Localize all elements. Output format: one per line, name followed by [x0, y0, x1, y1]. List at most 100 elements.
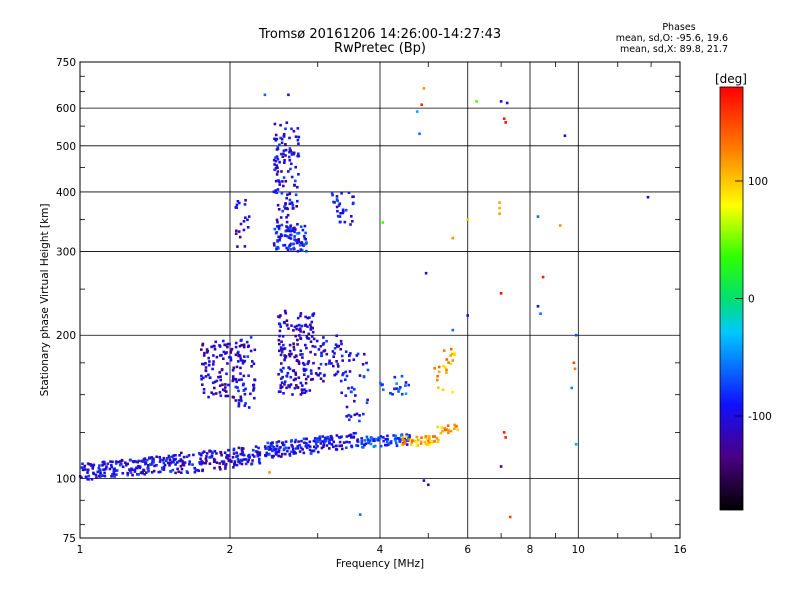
data-point — [303, 388, 306, 391]
data-point — [309, 328, 313, 331]
data-point — [276, 145, 280, 148]
data-point — [308, 440, 312, 444]
data-point — [298, 444, 301, 447]
data-point — [114, 469, 117, 473]
data-point — [400, 374, 404, 378]
data-point — [423, 440, 427, 444]
data-point — [403, 442, 407, 445]
data-point — [115, 473, 118, 476]
data-point — [350, 390, 353, 394]
data-point — [433, 367, 436, 370]
data-point — [207, 356, 210, 360]
data-point — [292, 151, 296, 155]
data-point — [240, 448, 244, 452]
data-point — [425, 437, 429, 441]
data-point — [320, 351, 323, 355]
data-point — [240, 458, 243, 462]
data-point — [466, 218, 469, 221]
data-point — [99, 471, 102, 475]
data-point — [208, 449, 211, 453]
data-point — [296, 358, 299, 362]
data-point — [237, 378, 241, 382]
data-point — [338, 215, 342, 218]
data-point — [339, 347, 342, 351]
data-point — [200, 374, 203, 378]
data-point — [395, 387, 398, 390]
data-point — [159, 458, 162, 462]
data-point — [336, 209, 339, 213]
data-point — [249, 392, 252, 396]
data-point — [296, 223, 299, 226]
data-point — [285, 225, 288, 228]
data-point — [147, 464, 150, 467]
data-point — [237, 446, 241, 450]
data-point — [336, 370, 340, 374]
data-point — [325, 339, 328, 343]
data-point — [443, 428, 447, 432]
data-point — [398, 439, 401, 443]
data-point — [284, 311, 288, 315]
data-point — [424, 435, 428, 438]
data-point — [284, 355, 288, 358]
data-point — [442, 349, 446, 352]
data-point — [162, 461, 166, 465]
data-point — [330, 192, 334, 195]
data-point — [218, 371, 221, 374]
data-point — [304, 437, 308, 441]
data-point — [212, 354, 215, 357]
y-tick-label: 400 — [56, 187, 76, 199]
data-point — [87, 462, 91, 466]
x-tick-label: 6 — [464, 544, 471, 556]
data-point — [499, 292, 503, 295]
data-point — [311, 313, 314, 317]
data-point — [263, 445, 267, 448]
data-point — [279, 314, 282, 317]
data-point — [284, 310, 287, 313]
data-point — [336, 214, 340, 218]
data-point — [301, 448, 304, 451]
data-point — [334, 448, 338, 451]
data-point — [334, 444, 338, 448]
data-point — [274, 133, 278, 137]
data-point — [420, 436, 423, 439]
data-point — [241, 359, 245, 363]
data-point — [280, 362, 283, 365]
data-point — [212, 392, 215, 396]
data-point — [202, 391, 206, 394]
data-point — [232, 466, 235, 469]
data-point — [296, 386, 299, 389]
data-point — [330, 435, 333, 438]
data-point — [155, 464, 158, 467]
data-point — [293, 325, 297, 329]
data-point — [353, 413, 357, 417]
data-point — [240, 447, 244, 450]
data-point — [168, 456, 171, 459]
data-point — [275, 230, 279, 234]
data-point — [253, 396, 256, 400]
data-point — [498, 201, 501, 204]
data-point — [292, 348, 296, 351]
data-point — [311, 377, 314, 381]
data-point — [273, 122, 277, 126]
data-point — [274, 179, 278, 183]
data-point — [424, 271, 428, 275]
data-point — [243, 392, 247, 396]
data-point — [451, 359, 454, 362]
data-point — [324, 440, 327, 443]
data-point — [354, 394, 357, 397]
data-point — [399, 438, 403, 441]
data-point — [281, 209, 284, 213]
data-point — [280, 381, 284, 384]
data-point — [340, 342, 343, 346]
data-point — [95, 476, 98, 479]
data-point — [453, 423, 456, 427]
data-point — [251, 453, 255, 457]
data-point — [243, 404, 247, 407]
data-point — [246, 226, 250, 229]
data-point — [360, 441, 363, 445]
data-point — [425, 443, 429, 446]
data-point — [292, 345, 296, 349]
data-point — [341, 373, 344, 377]
data-point — [360, 437, 363, 440]
data-point — [280, 370, 284, 373]
